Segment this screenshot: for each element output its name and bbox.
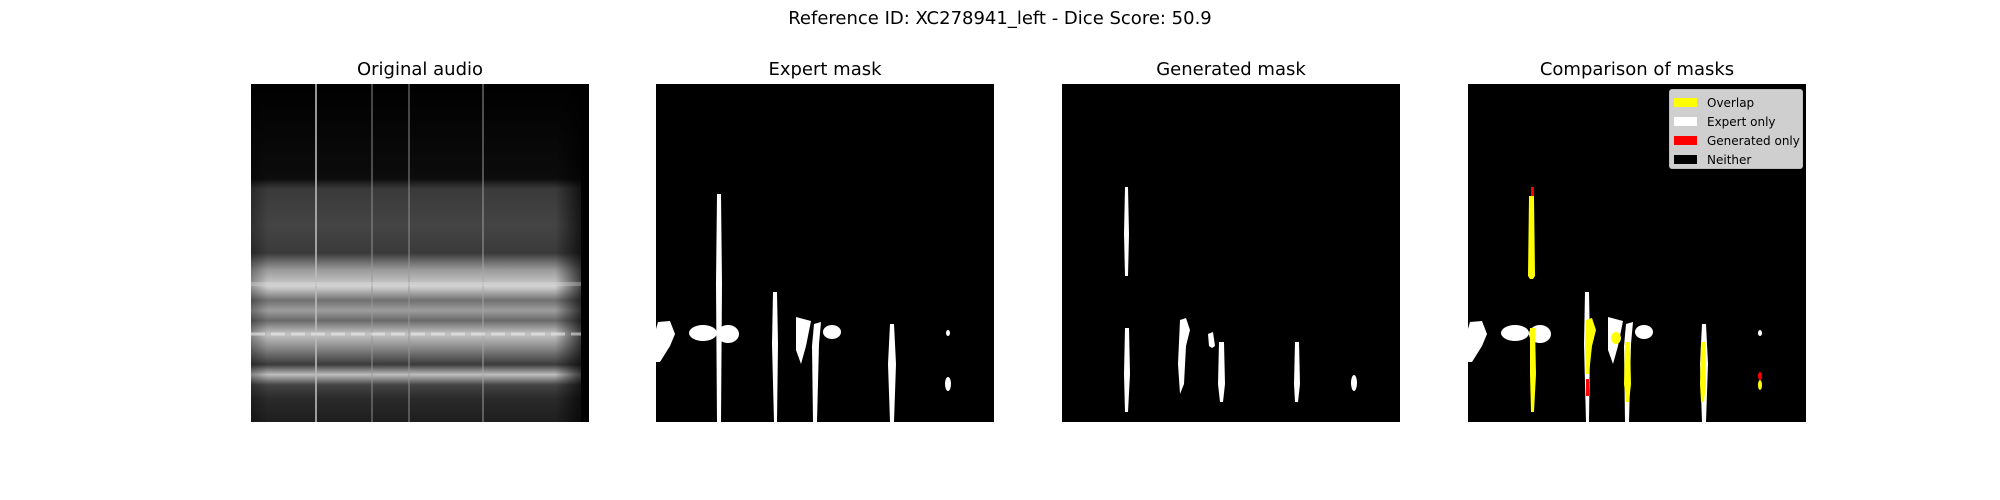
legend: Overlap Expert only Generated only Neith…	[1669, 89, 1803, 169]
legend-swatch-generated-only	[1674, 136, 1697, 145]
legend-label: Generated only	[1707, 133, 1800, 148]
legend-item-generated-only: Generated only	[1674, 131, 1802, 150]
legend-item-expert-only: Expert only	[1674, 112, 1802, 131]
figure-title: Reference ID: XC278941_left - Dice Score…	[788, 8, 1212, 29]
panel-title-original-audio: Original audio	[356, 59, 484, 80]
legend-swatch-overlap	[1674, 98, 1697, 107]
legend-item-overlap: Overlap	[1674, 93, 1802, 112]
panel-title-expert-mask: Expert mask	[768, 59, 882, 80]
generated-mask-image	[1062, 84, 1400, 422]
legend-swatch-neither	[1674, 155, 1697, 164]
legend-label: Expert only	[1707, 114, 1776, 129]
panel-title-generated-mask: Generated mask	[1156, 59, 1306, 80]
legend-label: Neither	[1707, 152, 1752, 167]
comparison-mask-image: Overlap Expert only Generated only Neith…	[1468, 84, 1806, 422]
legend-label: Overlap	[1707, 95, 1755, 110]
panel-title-comparison-of-masks: Comparison of masks	[1539, 59, 1735, 80]
legend-swatch-expert-only	[1674, 117, 1697, 126]
spectrogram-image	[251, 84, 589, 422]
expert-mask-image	[656, 84, 994, 422]
legend-item-neither: Neither	[1674, 150, 1802, 169]
